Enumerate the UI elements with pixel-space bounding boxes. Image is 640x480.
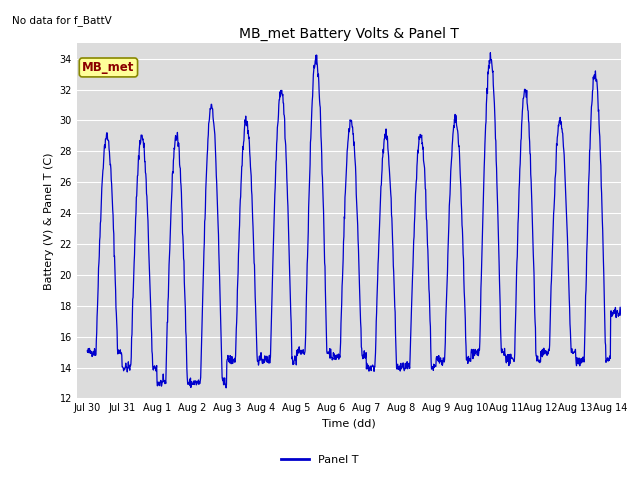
Text: MB_met: MB_met (82, 61, 134, 74)
Legend: Panel T: Panel T (277, 451, 363, 469)
Text: No data for f_BattV: No data for f_BattV (12, 15, 111, 26)
Y-axis label: Battery (V) & Panel T (C): Battery (V) & Panel T (C) (44, 152, 54, 289)
Title: MB_met Battery Volts & Panel T: MB_met Battery Volts & Panel T (239, 27, 459, 41)
X-axis label: Time (dd): Time (dd) (322, 419, 376, 429)
